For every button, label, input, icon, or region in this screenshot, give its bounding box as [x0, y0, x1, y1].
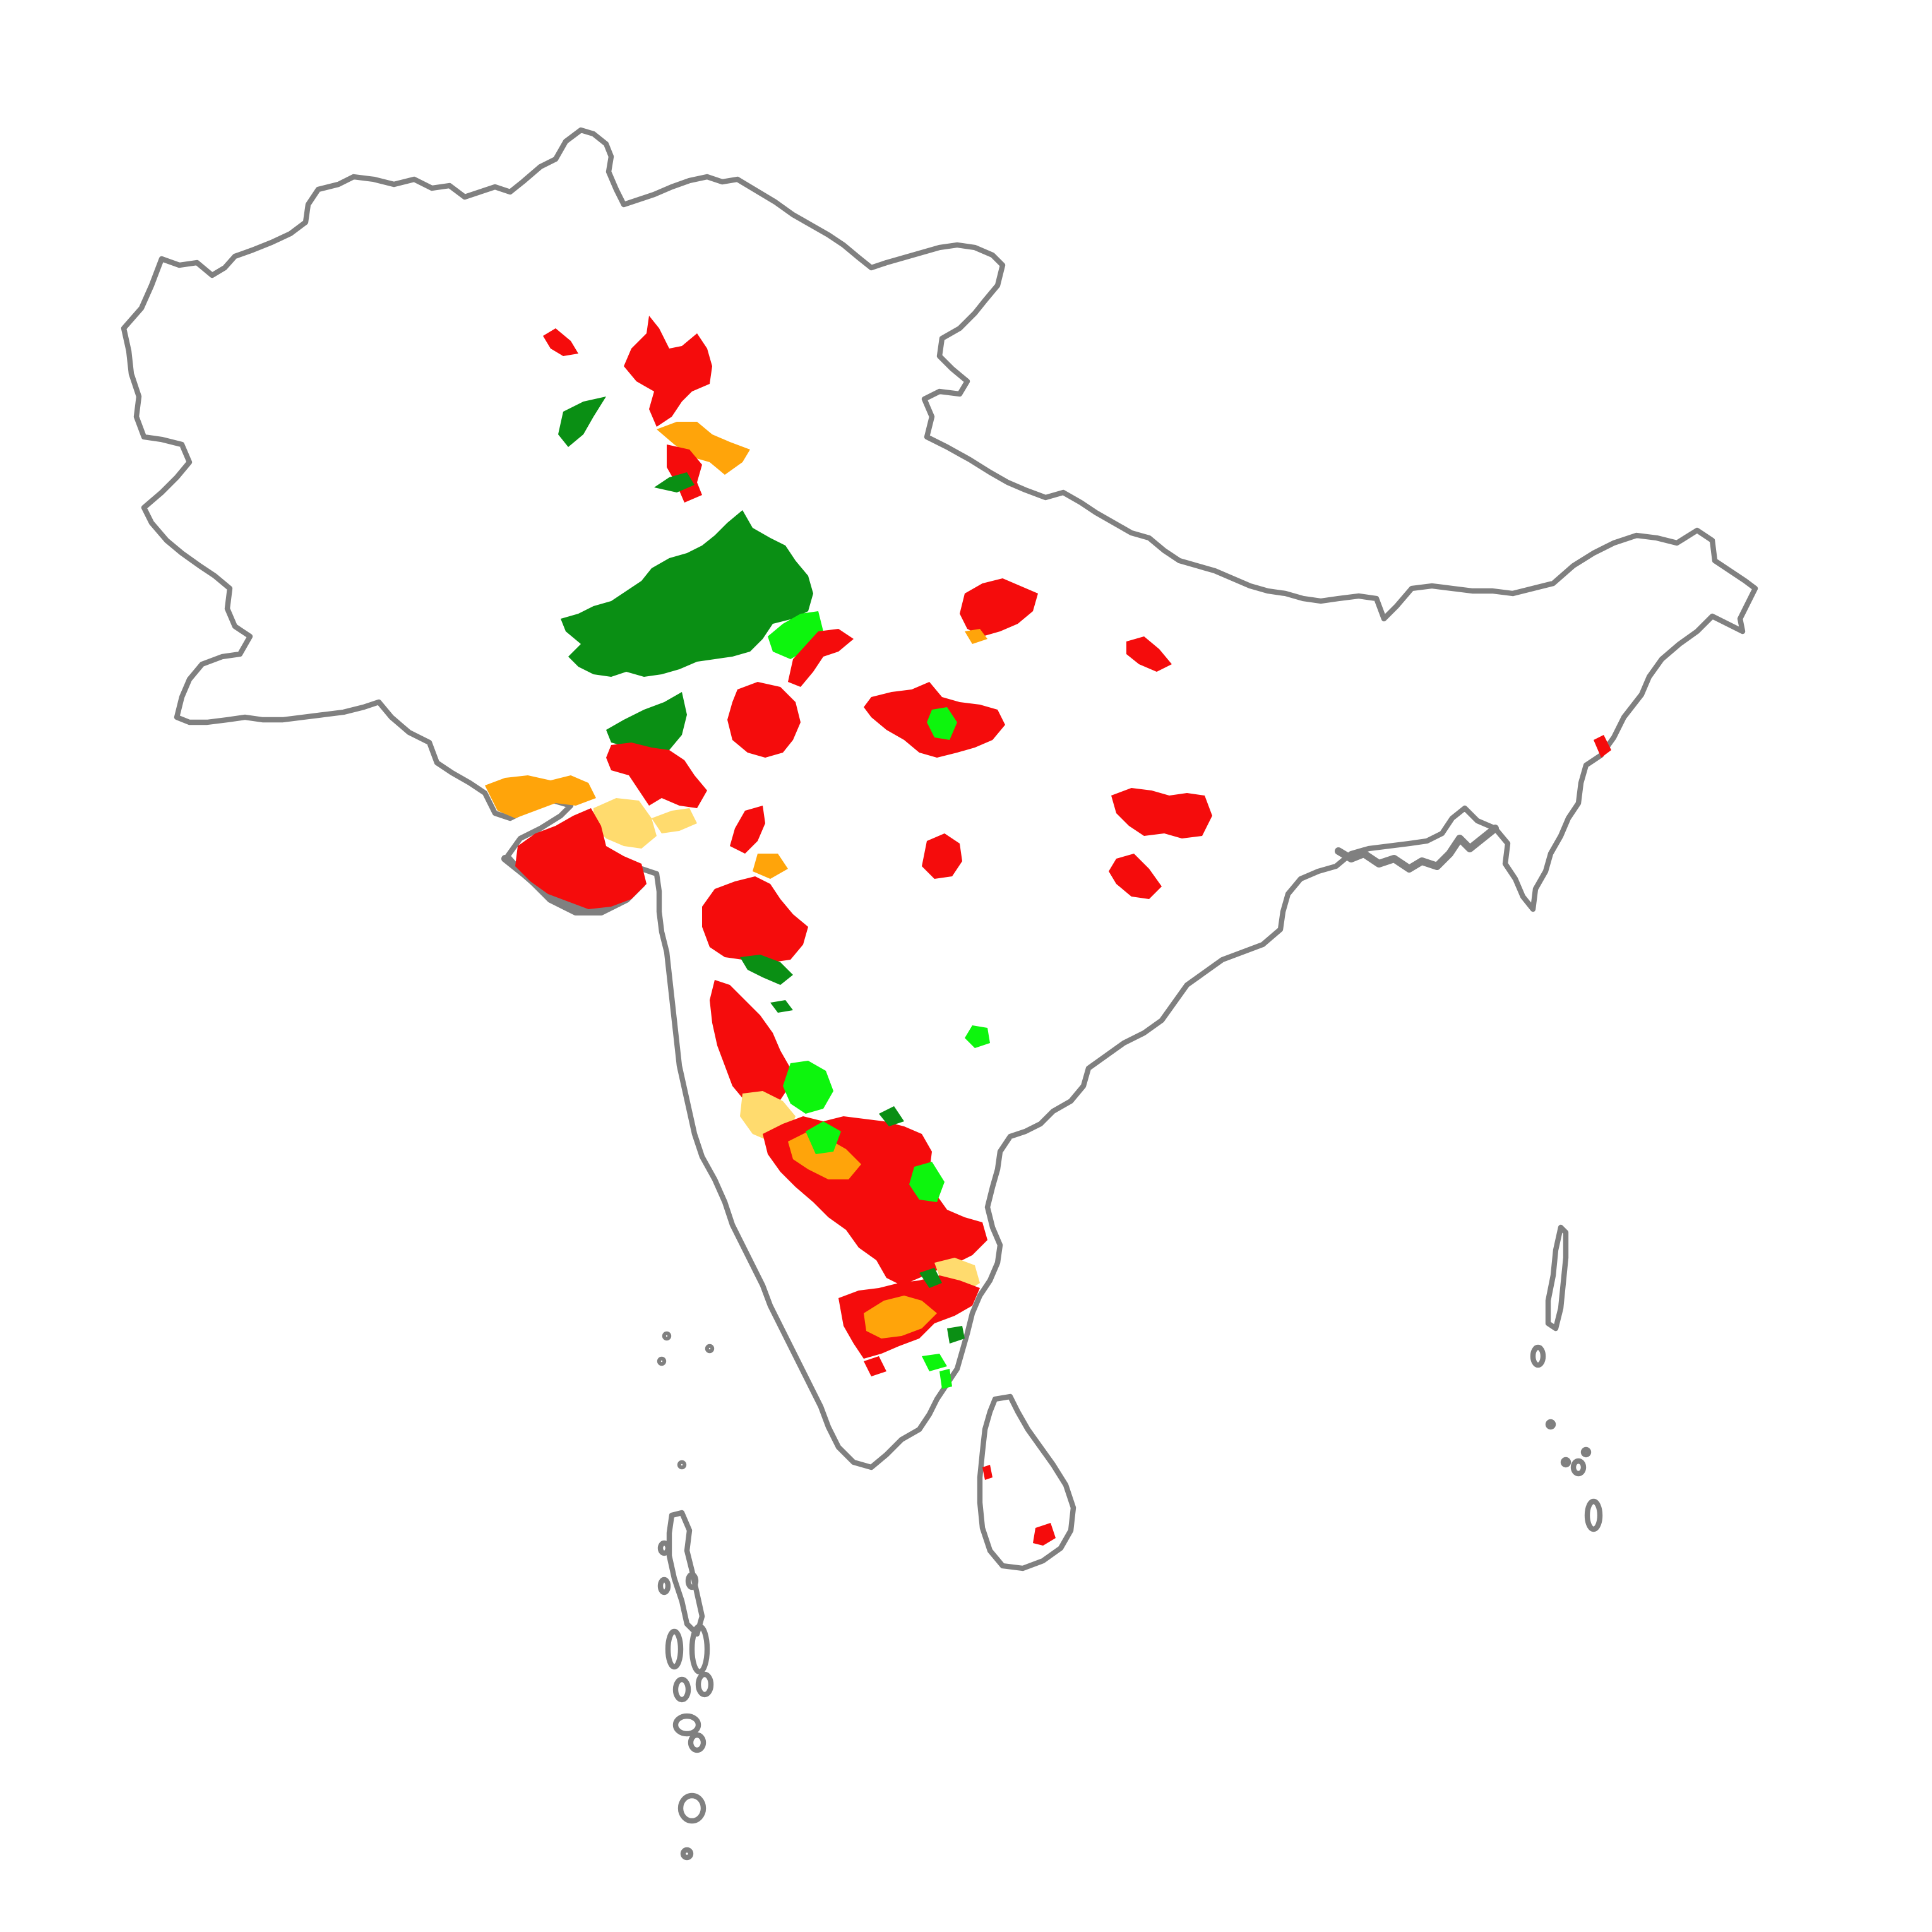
region-red [730, 806, 765, 854]
region-bright-green [806, 1121, 841, 1154]
region-dark-green [654, 472, 695, 492]
region-orange [657, 422, 750, 475]
mainland-outline [121, 127, 1758, 1470]
region-red [960, 578, 1038, 636]
region-red [710, 980, 790, 1109]
region-dark-green [947, 1326, 965, 1344]
region-red [727, 682, 801, 758]
maldives-islands [657, 1510, 714, 1861]
region-orange [864, 1296, 937, 1339]
region-red [788, 629, 854, 687]
region-red [1594, 735, 1611, 758]
region-orange [788, 1131, 861, 1179]
region-light-yellow [593, 798, 657, 849]
region-bright-green [909, 1162, 945, 1202]
region-red [606, 742, 707, 808]
region-red [922, 833, 962, 879]
region-red [515, 808, 647, 909]
region-red [1109, 854, 1162, 899]
region-red [982, 1465, 993, 1480]
region-bright-green [939, 1369, 952, 1389]
region-red [1111, 788, 1212, 838]
region-dark-green [770, 1000, 793, 1013]
region-layer [485, 316, 1611, 1546]
lakshadweep-islands [657, 1331, 715, 1470]
region-dark-green [919, 1268, 942, 1288]
region-red [1126, 636, 1172, 672]
region-bright-green [927, 707, 957, 740]
region-light-yellow [652, 808, 697, 833]
region-bright-green [965, 1025, 990, 1048]
sri-lanka-outline [977, 1393, 1076, 1571]
delta-coastline [1335, 825, 1499, 873]
region-red [624, 316, 712, 427]
region-orange [965, 629, 987, 644]
region-dark-green [606, 692, 687, 753]
region-dark-green [740, 955, 793, 985]
region-bright-green [922, 1354, 947, 1371]
region-dark-green [879, 1106, 904, 1126]
country-outlines [121, 127, 1758, 1861]
region-red [543, 328, 578, 356]
region-bright-green [783, 1061, 833, 1114]
andaman-nicobar-islands [1530, 1224, 1603, 1532]
region-dark-green [558, 397, 606, 447]
region-red [702, 876, 808, 962]
region-orange [485, 775, 596, 818]
region-red [1033, 1523, 1056, 1546]
region-dark-green [561, 510, 813, 677]
region-orange [753, 854, 788, 879]
region-red [864, 1356, 886, 1376]
